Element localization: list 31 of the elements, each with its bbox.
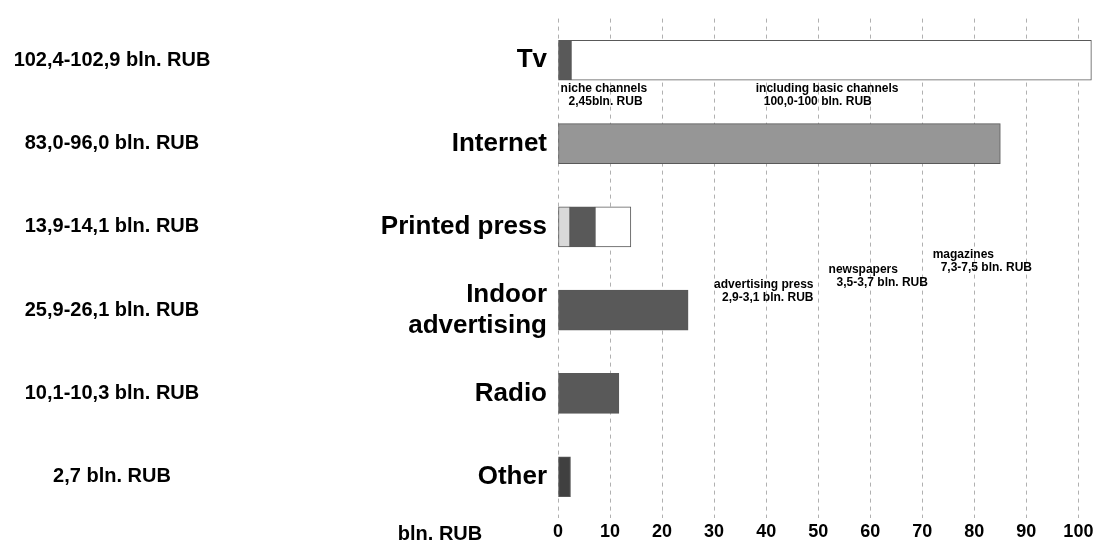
x-axis-title: bln. RUB xyxy=(397,521,483,544)
annotation: magazines 7,3-7,5 bln. RUB xyxy=(932,247,1033,275)
y-tick-label: Internet xyxy=(451,126,548,157)
annotation: advertising press 2,9-3,1 bln. RUB xyxy=(714,277,814,305)
x-tick-label: 40 xyxy=(756,521,777,542)
x-tick-label: 50 xyxy=(808,521,829,542)
y-tick-label: Tv xyxy=(516,43,548,74)
x-tick-label: 10 xyxy=(600,521,621,542)
text: 13,9-14,1 bln. RUB xyxy=(24,214,200,237)
text: 25,9-26,1 bln. RUB xyxy=(24,297,200,320)
text: 83,0-96,0 bln. RUB xyxy=(24,131,200,154)
text: 102,4-102,9 bln. RUB xyxy=(13,47,211,70)
text: 10,1-10,3 bln. RUB xyxy=(24,380,200,403)
annotation: including basic channels 100,0-100 bln. RUB xyxy=(755,80,899,108)
x-tick-label: 0 xyxy=(552,521,564,542)
text: 2,7 bln. RUB xyxy=(53,464,171,487)
x-tick-label: 90 xyxy=(1016,521,1037,542)
y-tick-label: Other xyxy=(477,459,547,490)
bar xyxy=(558,373,620,414)
x-tick-label: 30 xyxy=(704,521,725,542)
x-tick-label: 100 xyxy=(1063,521,1094,542)
annotation: niche channels 2,45bln. RUB xyxy=(560,80,648,108)
x-tick-label: 60 xyxy=(860,521,881,542)
x-tick-label: 20 xyxy=(652,521,673,542)
y-tick-label: Radio xyxy=(474,376,547,407)
y-tick-label: Printed press xyxy=(380,210,547,241)
bar xyxy=(558,289,689,331)
x-tick-label: 70 xyxy=(912,521,933,542)
y-tick-label: Indoor advertising xyxy=(408,277,547,339)
x-tick-label: 80 xyxy=(964,521,985,542)
annotation: newspapers 3,5-3,7 bln. RUB xyxy=(828,262,929,290)
